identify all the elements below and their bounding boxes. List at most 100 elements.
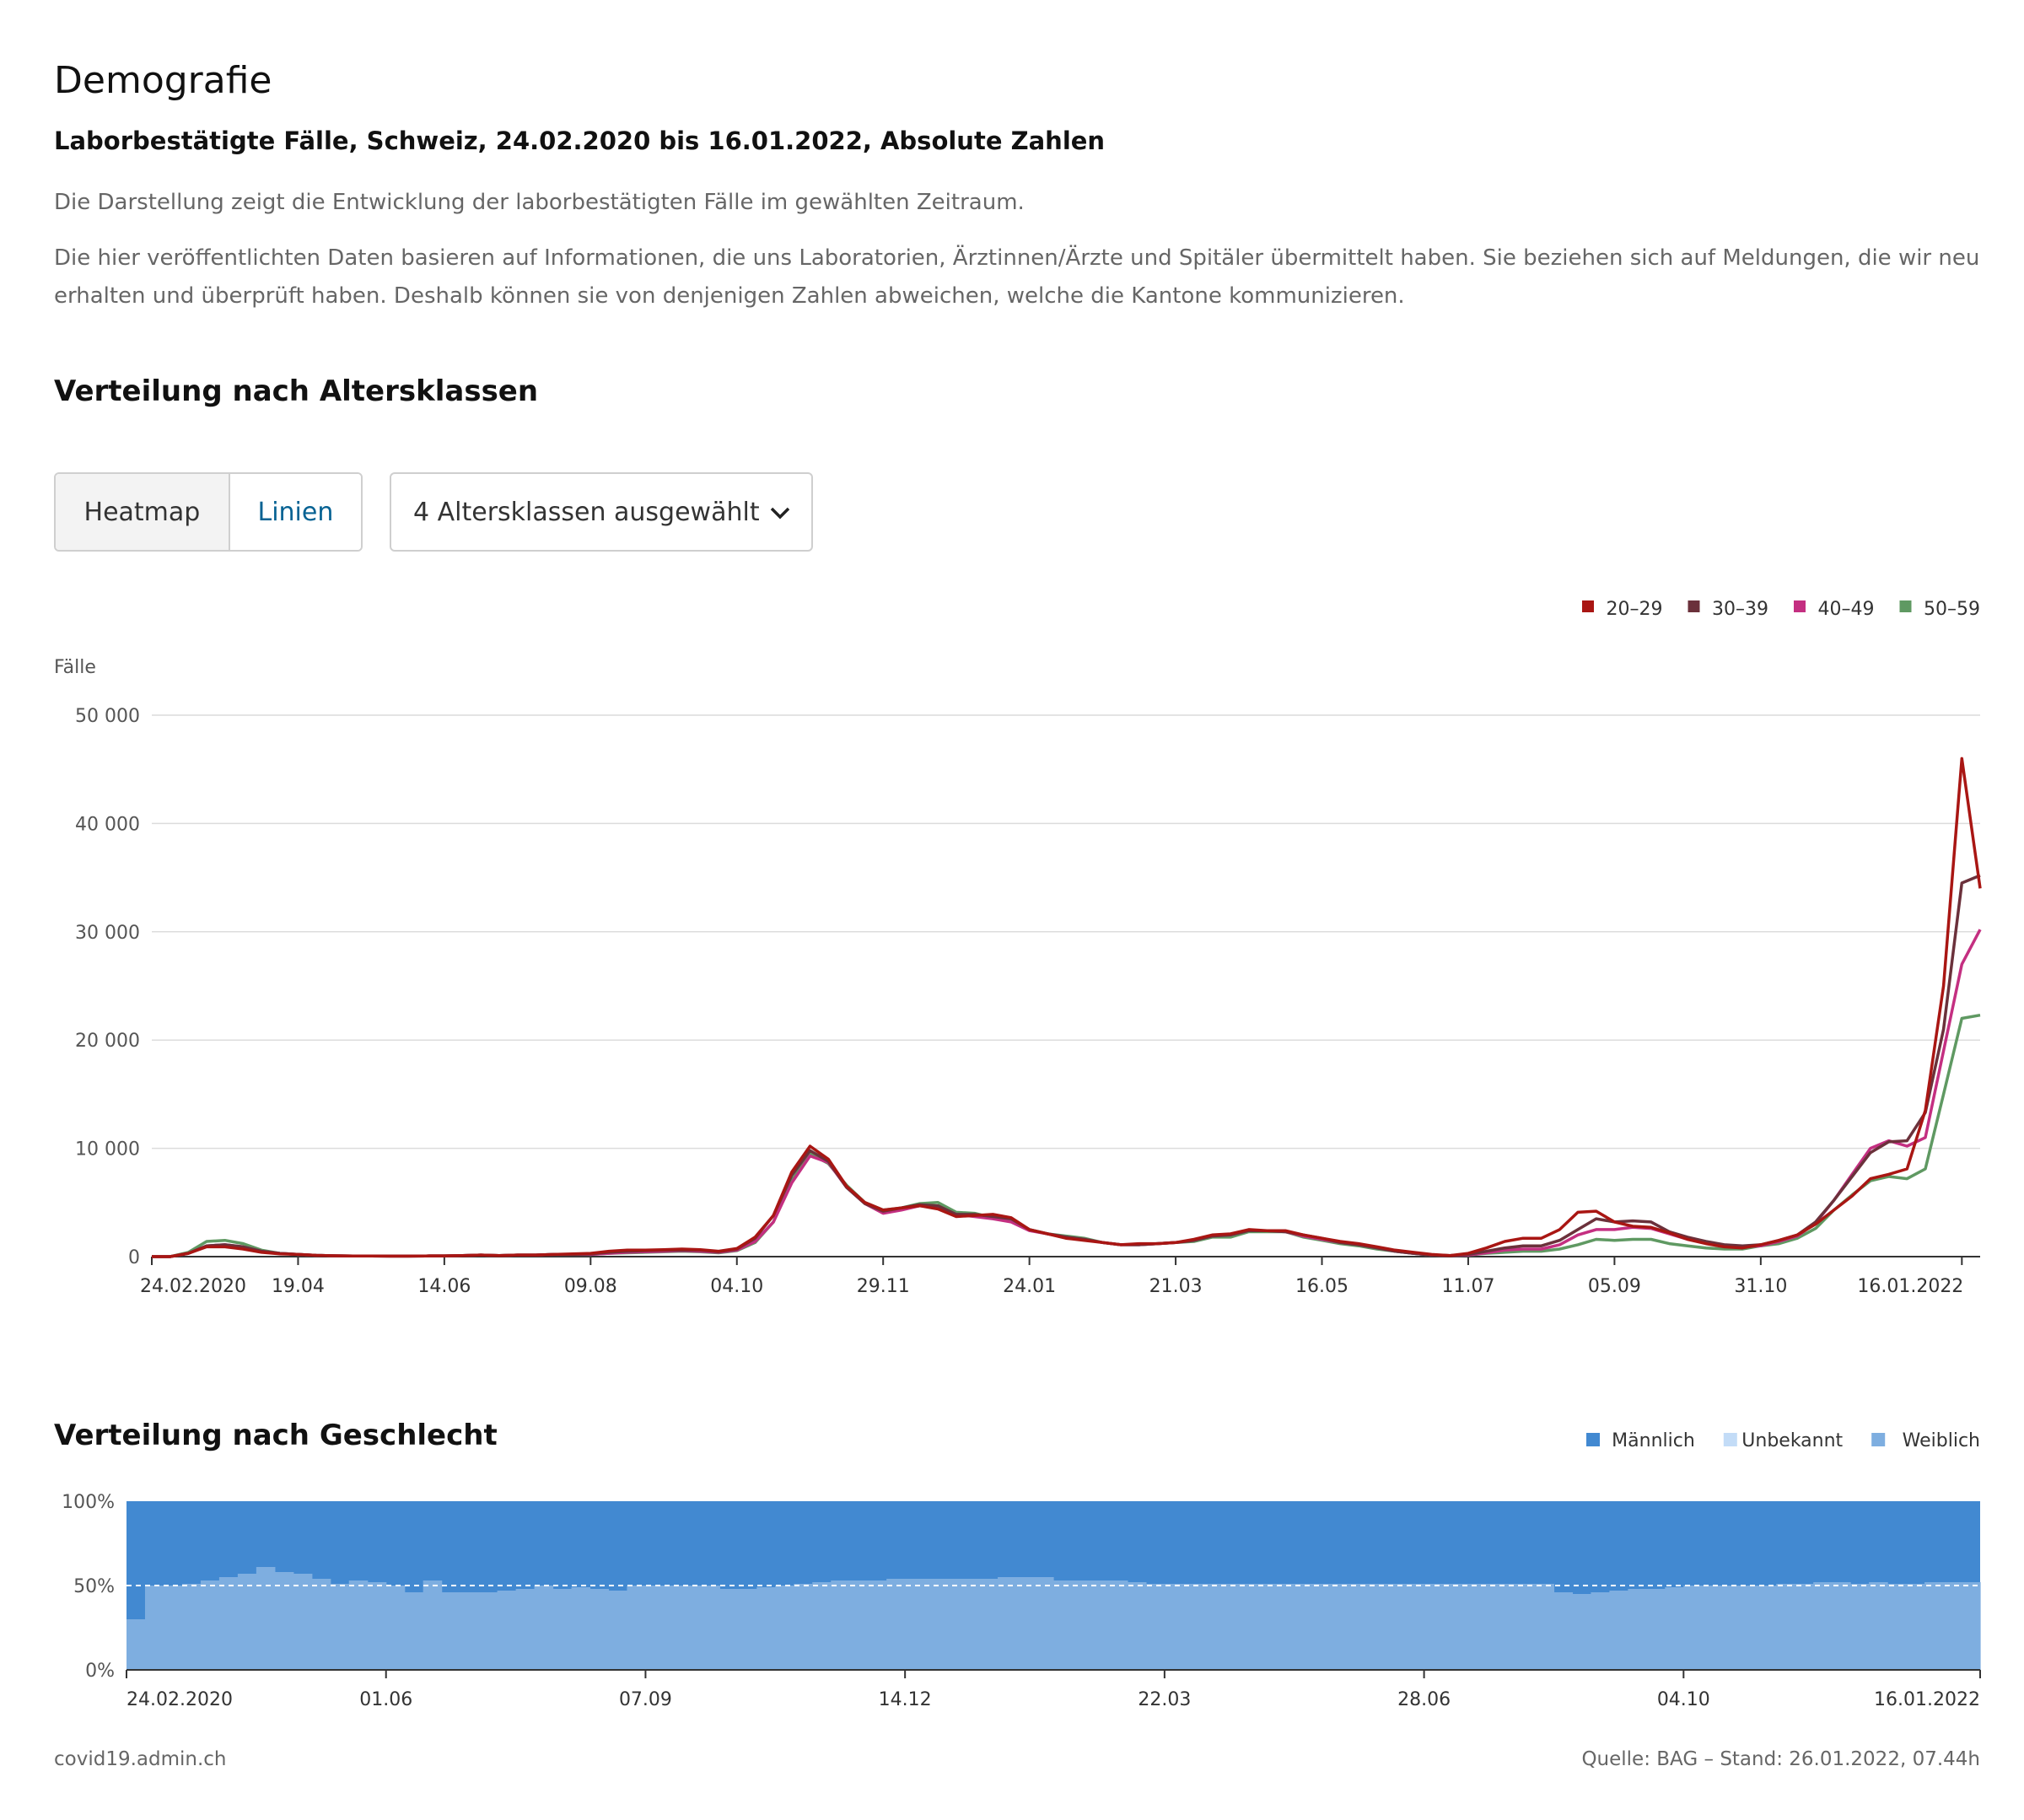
female-bar bbox=[1850, 1584, 1870, 1670]
sex-x-tick-label: 16.01.2022 bbox=[1874, 1689, 1980, 1710]
female-bar bbox=[738, 1589, 757, 1670]
female-bar bbox=[794, 1584, 813, 1670]
female-bar bbox=[552, 1589, 573, 1670]
female-bar bbox=[1832, 1582, 1851, 1670]
female-bar bbox=[627, 1586, 647, 1670]
female-bar bbox=[311, 1579, 331, 1670]
female-bar bbox=[1479, 1584, 1499, 1670]
series-line-40–49 bbox=[152, 929, 1982, 1258]
female-bar bbox=[126, 1619, 146, 1670]
series-line-50–59 bbox=[152, 1013, 1981, 1258]
legend-swatch bbox=[1899, 600, 1912, 612]
footer-site: covid19.admin.ch bbox=[54, 1748, 227, 1770]
legend-swatch bbox=[1794, 600, 1806, 612]
female-bar bbox=[1108, 1580, 1128, 1670]
legend-label: Unbekannt bbox=[1741, 1430, 1843, 1451]
female-bar bbox=[1924, 1582, 1944, 1670]
female-bar bbox=[942, 1579, 961, 1670]
x-tick-label: 24.01 bbox=[1003, 1276, 1056, 1297]
female-bar bbox=[571, 1587, 591, 1670]
legend-swatch bbox=[1582, 600, 1594, 612]
age-class-select[interactable]: 4 Altersklassen ausgewählt bbox=[390, 472, 813, 552]
x-tick-label: 04.10 bbox=[710, 1276, 763, 1297]
heatmap-toggle-button[interactable]: Heatmap bbox=[56, 474, 230, 550]
sex-x-tick-label: 28.06 bbox=[1397, 1689, 1451, 1710]
female-bar bbox=[868, 1580, 887, 1670]
chevron-down-icon bbox=[770, 507, 790, 520]
female-bar bbox=[1386, 1584, 1407, 1670]
female-bar bbox=[1145, 1584, 1165, 1670]
female-bar bbox=[886, 1579, 906, 1670]
y-tick-label: 50 000 bbox=[75, 706, 140, 727]
female-bar bbox=[237, 1574, 257, 1670]
sex-x-tick-label: 22.03 bbox=[1138, 1689, 1191, 1710]
age-class-select-label: 4 Altersklassen ausgewählt bbox=[413, 497, 760, 527]
legend-label: 30–39 bbox=[1712, 599, 1768, 620]
female-bar bbox=[1906, 1584, 1925, 1670]
legend-label: 40–49 bbox=[1818, 599, 1875, 620]
x-tick-label: 21.03 bbox=[1149, 1276, 1203, 1297]
sex-x-tick-label: 07.09 bbox=[619, 1689, 672, 1710]
x-tick-label: 31.10 bbox=[1734, 1276, 1787, 1297]
female-bar bbox=[1609, 1591, 1628, 1670]
female-bar bbox=[1164, 1584, 1184, 1670]
female-bar bbox=[274, 1572, 294, 1670]
female-bar bbox=[1461, 1584, 1481, 1670]
female-bar bbox=[1294, 1584, 1314, 1670]
sex-chart-legend: Weiblich Unbekannt Männlich bbox=[1586, 1430, 1980, 1451]
female-bar bbox=[682, 1586, 702, 1670]
sex-y-tick-label: 50% bbox=[73, 1576, 115, 1597]
female-bar bbox=[1535, 1584, 1555, 1670]
female-bar bbox=[923, 1579, 943, 1670]
legend-swatch bbox=[1586, 1433, 1600, 1446]
female-bar bbox=[664, 1586, 683, 1670]
female-bar bbox=[1201, 1584, 1221, 1670]
female-bar bbox=[1257, 1584, 1277, 1670]
female-bar bbox=[1182, 1584, 1203, 1670]
female-bar bbox=[1572, 1594, 1592, 1670]
female-bar bbox=[1887, 1584, 1907, 1670]
female-bar bbox=[701, 1586, 720, 1670]
female-bar bbox=[1275, 1584, 1295, 1670]
female-bar bbox=[1516, 1584, 1537, 1670]
linien-toggle-button[interactable]: Linien bbox=[229, 474, 361, 550]
age-line-chart: Fälle 0 10 000 20 000 30 000 40 000 50 000 24.0… bbox=[54, 599, 1982, 1297]
series-line-20–29 bbox=[152, 757, 1982, 1258]
sex-section-title: Verteilung nach Geschlecht bbox=[54, 1419, 498, 1452]
female-bar bbox=[1869, 1582, 1888, 1670]
description-sources: Die hier veröffentlichten Daten basieren… bbox=[54, 245, 1980, 309]
female-bar bbox=[812, 1582, 832, 1670]
female-bar bbox=[1813, 1582, 1833, 1670]
y-tick-label: 0 bbox=[128, 1247, 140, 1268]
legend-swatch bbox=[1723, 1433, 1737, 1446]
female-bar bbox=[1498, 1584, 1518, 1670]
female-bar bbox=[1016, 1577, 1036, 1670]
female-bar bbox=[756, 1587, 776, 1670]
female-bar bbox=[1127, 1582, 1147, 1670]
legend-label: Weiblich bbox=[1903, 1430, 1980, 1451]
female-bar bbox=[200, 1580, 220, 1670]
female-bar bbox=[1739, 1586, 1758, 1670]
line-chart-legend: 50–59 40–49 30–39 20–29 bbox=[1582, 599, 1980, 620]
female-bar bbox=[1442, 1584, 1462, 1670]
sex-y-tick-label: 100% bbox=[62, 1492, 115, 1513]
sex-x-tick-label: 04.10 bbox=[1657, 1689, 1710, 1710]
female-bar bbox=[905, 1579, 924, 1670]
description-intro: Die Darstellung zeigt die Entwicklung de… bbox=[54, 190, 1025, 215]
y-tick-label: 40 000 bbox=[75, 814, 140, 835]
female-bar bbox=[404, 1592, 424, 1670]
x-tick-label: 19.04 bbox=[272, 1276, 325, 1297]
y-axis-title: Fälle bbox=[54, 657, 96, 678]
female-bar bbox=[1219, 1584, 1240, 1670]
female-bar bbox=[460, 1592, 480, 1670]
female-bar bbox=[1591, 1592, 1610, 1670]
legend-label: 20–29 bbox=[1607, 599, 1663, 620]
female-bar bbox=[1646, 1589, 1666, 1670]
female-bar bbox=[1053, 1580, 1073, 1670]
female-bar bbox=[218, 1577, 239, 1670]
sex-area-chart: 0% 50% 100% 24.02.2020 01.06 07.09 14.12 22.03 2… bbox=[62, 1430, 1981, 1710]
x-tick-label: 11.07 bbox=[1441, 1276, 1494, 1297]
legend-label: 50–59 bbox=[1924, 599, 1980, 620]
sex-x-tick-label: 01.06 bbox=[359, 1689, 412, 1710]
